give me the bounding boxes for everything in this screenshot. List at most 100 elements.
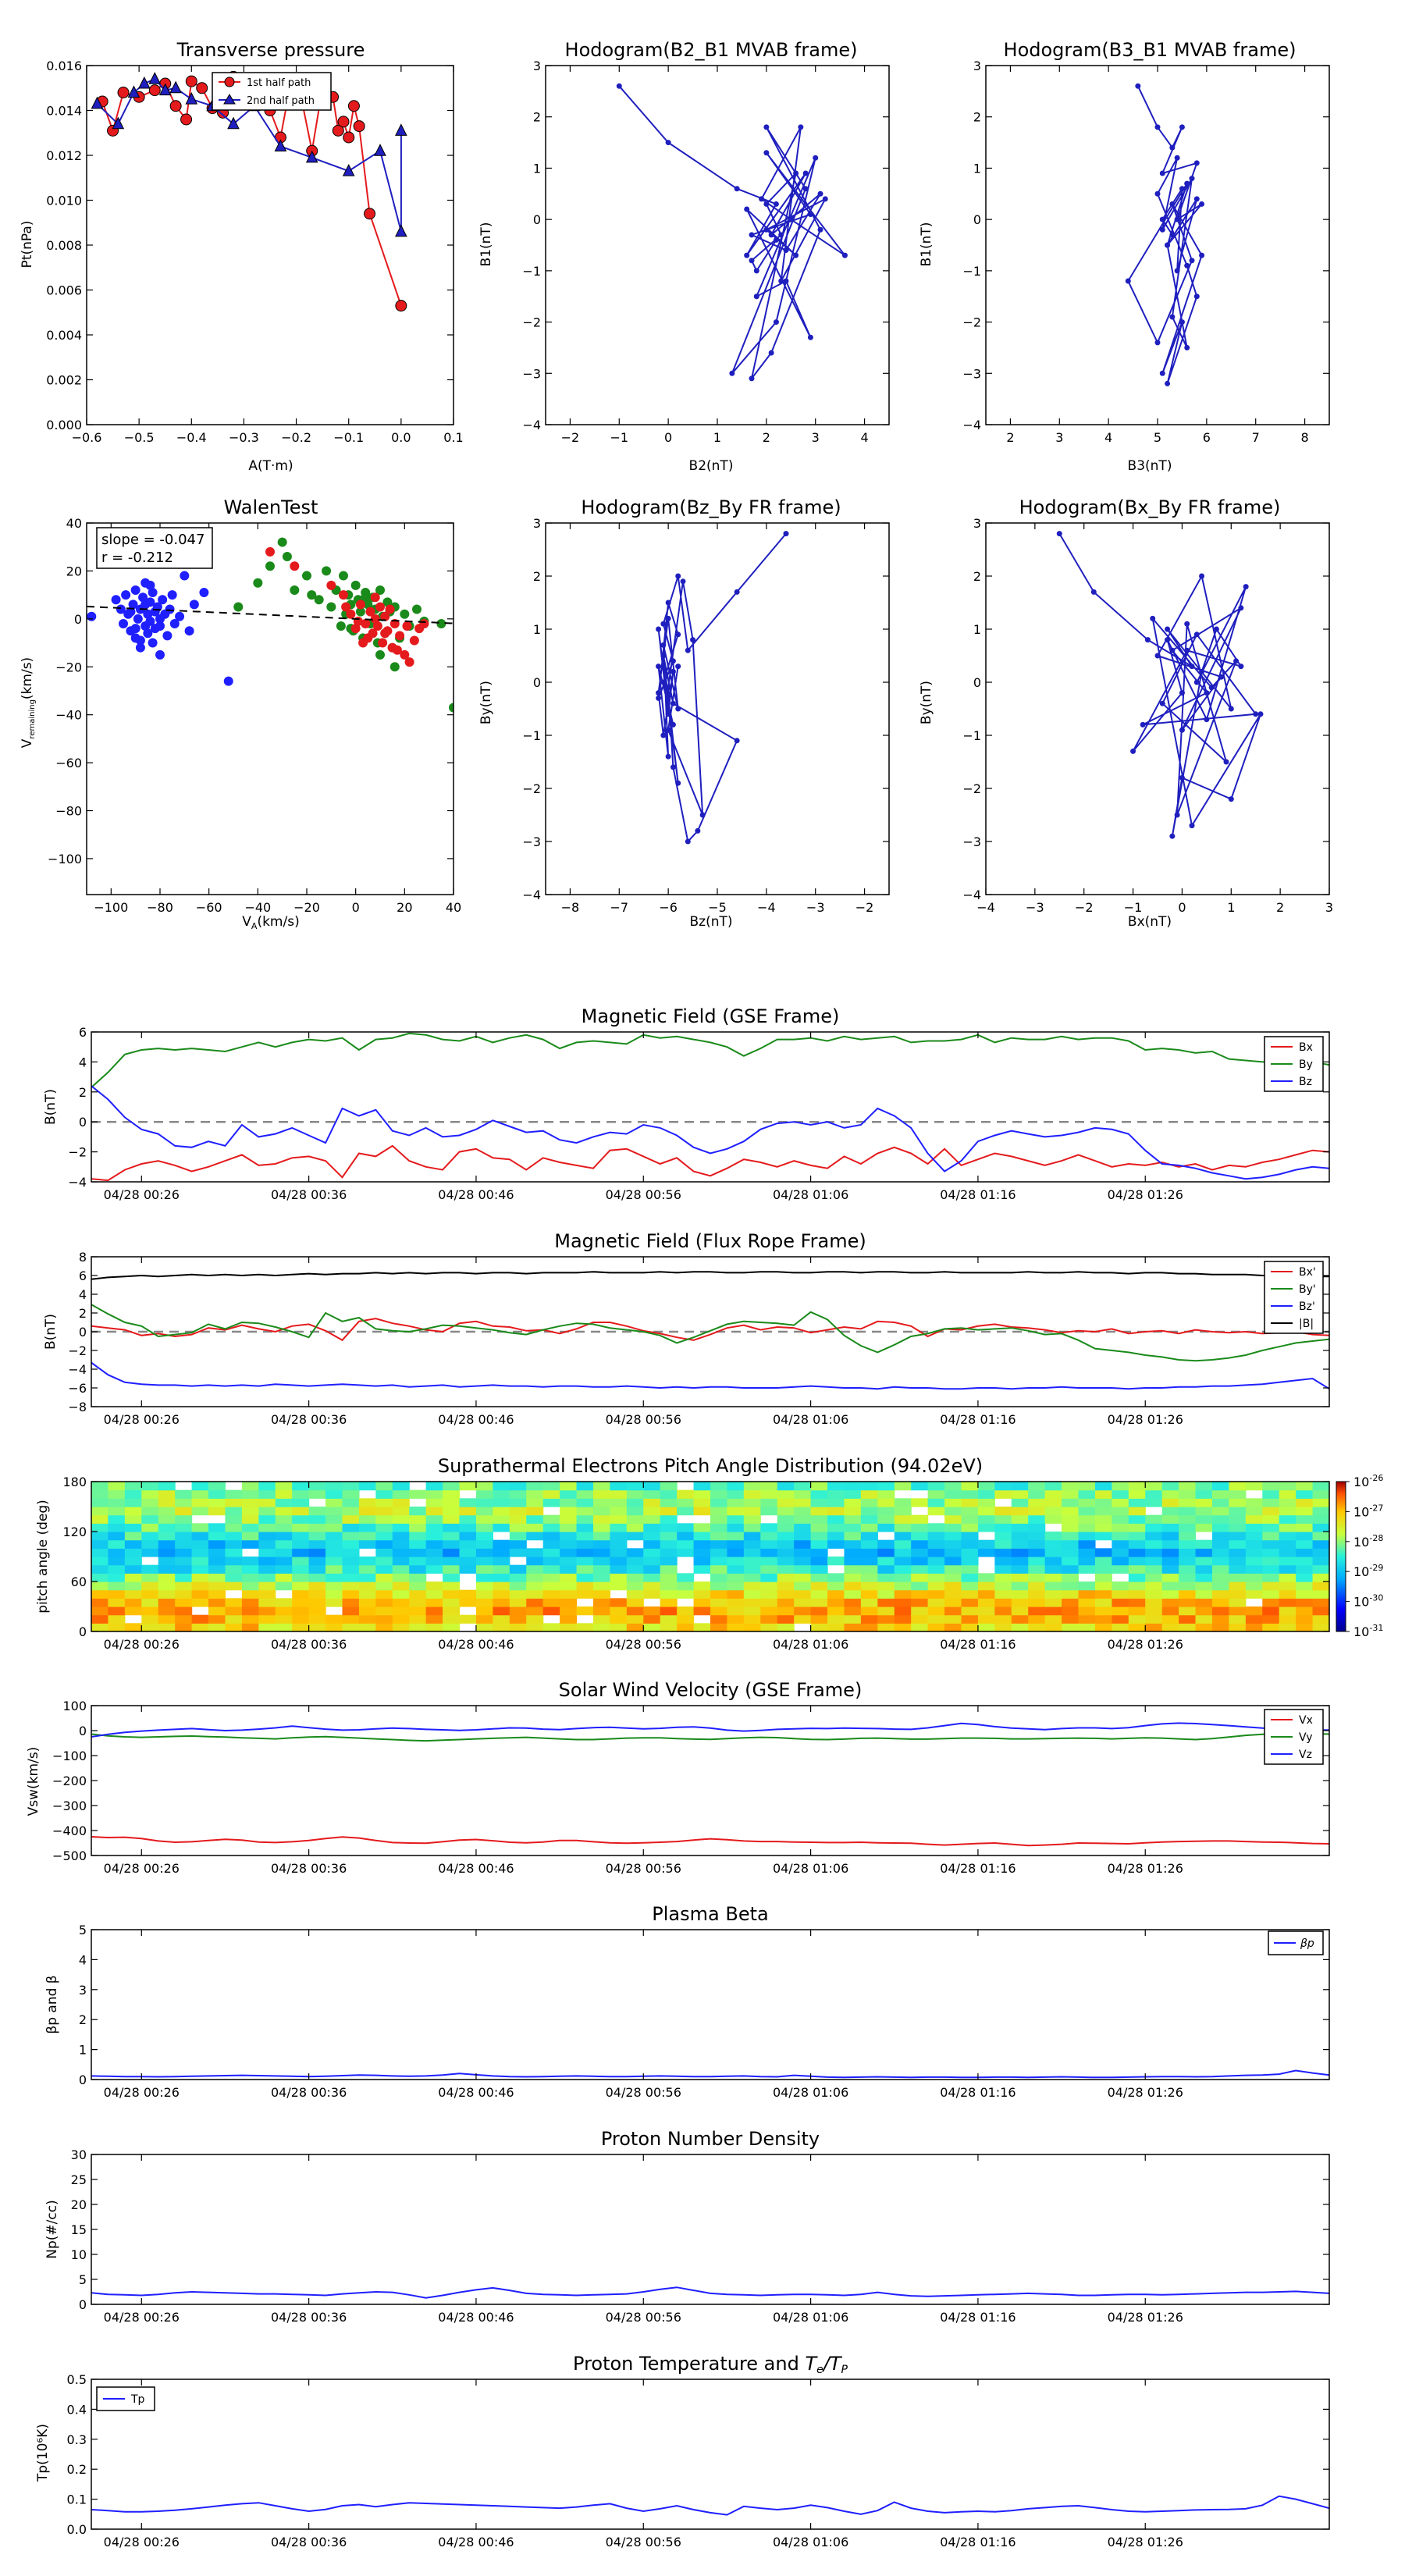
heatmap-cell [425, 1606, 443, 1616]
y-tick-label: −6 [68, 1381, 87, 1396]
heatmap-cell [1312, 1507, 1329, 1516]
heatmap-cell [1094, 1589, 1112, 1599]
heatmap-cell [342, 1598, 360, 1607]
heatmap-cell [425, 1564, 443, 1574]
heatmap-cell [944, 1507, 962, 1516]
hodogram-point [773, 319, 779, 326]
heatmap-cell [1161, 1532, 1179, 1541]
heatmap-cell [677, 1606, 695, 1616]
heatmap-cell [810, 1589, 828, 1599]
heatmap-cell [1094, 1498, 1112, 1507]
heatmap-cell [827, 1532, 845, 1541]
heatmap-cell [677, 1489, 695, 1499]
heatmap-cell [693, 1539, 711, 1549]
heatmap-cell [308, 1523, 326, 1532]
hodogram-point [1193, 632, 1200, 638]
heatmap-cell [810, 1623, 828, 1631]
heatmap-cell [509, 1598, 527, 1607]
x-tick-label: 0 [352, 900, 360, 915]
hodogram-point [1238, 664, 1244, 670]
heatmap-cell [944, 1523, 962, 1532]
hodogram-point [1204, 690, 1210, 696]
heatmap-cell [1161, 1482, 1179, 1491]
heatmap-cell [610, 1548, 628, 1557]
heatmap-cell [342, 1573, 360, 1582]
heatmap-cell [292, 1539, 310, 1549]
heatmap-cell [643, 1498, 661, 1507]
annotation-box [96, 527, 213, 569]
heatmap-cell [1245, 1606, 1263, 1616]
plot-area [91, 2286, 1329, 2299]
axes-frame [86, 65, 454, 425]
heatmap-cell [191, 1564, 209, 1574]
heatmap-cell [576, 1532, 594, 1541]
panel-title: Magnetic Field (GSE Frame) [582, 1005, 840, 1027]
x-tick-label: 04/28 01:06 [773, 1412, 848, 1427]
y-tick-label: −1 [962, 264, 981, 279]
heatmap-cell [794, 1482, 812, 1491]
heatmap-cell [777, 1606, 795, 1616]
y-axis-label: Vremaining(km/s) [20, 657, 37, 748]
heatmap-cell [827, 1523, 845, 1532]
heatmap-cell [308, 1539, 326, 1549]
heatmap-cell [141, 1498, 159, 1507]
heatmap-cell [1161, 1582, 1179, 1591]
heatmap-cell [175, 1623, 193, 1631]
heatmap-cell [158, 1606, 176, 1616]
heatmap-cell [777, 1523, 795, 1532]
heatmap-cell [844, 1532, 862, 1541]
heatmap-cell [1312, 1532, 1329, 1541]
heatmap-cell [961, 1498, 979, 1507]
heatmap-cell [1128, 1598, 1146, 1607]
heatmap-cell [1279, 1539, 1297, 1549]
heatmap-cell [743, 1489, 761, 1499]
heatmap-cell [743, 1557, 761, 1566]
axes: 04/28 00:26 04/28 00:36 04/28 00:46 04/28 0… [79, 1923, 1330, 2100]
heatmap-cell [475, 1606, 493, 1616]
heatmap-cell [1211, 1489, 1229, 1499]
heatmap-cell [1094, 1623, 1112, 1631]
heatmap-cell [175, 1532, 193, 1541]
plot-area [1056, 531, 1264, 839]
heatmap-cell [1279, 1532, 1297, 1541]
heatmap-cell [576, 1573, 594, 1582]
heatmap-cell [191, 1482, 209, 1491]
heatmap-cell [760, 1582, 778, 1591]
walen-point-blue [133, 614, 143, 624]
heatmap-cell [392, 1623, 410, 1631]
heatmap-cell [827, 1498, 845, 1507]
plot-area [91, 2495, 1329, 2516]
heatmap-cell [158, 1489, 176, 1499]
hodogram-point [773, 237, 779, 243]
heatmap-cell [794, 1564, 812, 1574]
heatmap-cell [994, 1614, 1012, 1624]
heatmap-cell [1279, 1523, 1297, 1532]
heatmap-cell [961, 1539, 979, 1549]
heatmap-cell [443, 1498, 461, 1507]
heatmap-cell [124, 1532, 142, 1541]
heatmap-cell [660, 1548, 678, 1557]
heatmap-cell [961, 1623, 979, 1631]
heatmap-cell [743, 1623, 761, 1631]
heatmap-cell [175, 1539, 193, 1549]
heatmap-cell [1078, 1564, 1096, 1574]
heatmap-cell [108, 1507, 126, 1516]
heatmap-cell [124, 1539, 142, 1549]
walen-point-blue [169, 618, 180, 628]
axes: 04/28 00:26 04/28 00:36 04/28 00:46 04/28 0… [62, 1475, 1330, 1652]
heatmap-cell [643, 1589, 661, 1599]
heatmap-cell [509, 1606, 527, 1616]
heatmap-cell [358, 1614, 376, 1624]
heatmap-cell [493, 1573, 510, 1582]
heatmap-cell [241, 1589, 259, 1599]
heatmap-cell [509, 1532, 527, 1541]
panel-title: Plasma Beta [652, 1903, 768, 1925]
heatmap-cell [961, 1614, 979, 1624]
heatmap-cell [643, 1514, 661, 1524]
walen-point-green [363, 600, 373, 610]
heatmap-cell [977, 1514, 995, 1524]
heatmap-cell [844, 1489, 862, 1499]
x-tick-label: −40 [244, 900, 271, 915]
heatmap-cell [1262, 1482, 1280, 1491]
heatmap-cell [710, 1532, 728, 1541]
